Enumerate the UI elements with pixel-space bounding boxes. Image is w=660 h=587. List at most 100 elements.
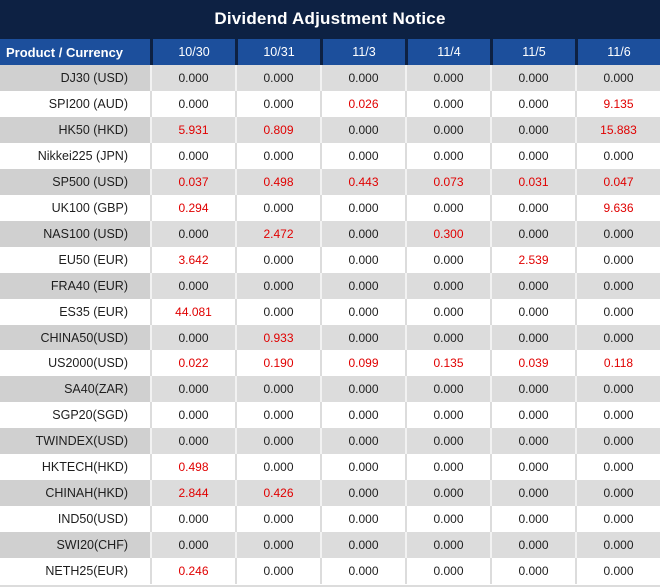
column-header-date-3: 11/4 — [405, 39, 490, 65]
value-cell: 0.000 — [150, 90, 235, 117]
value-cell: 0.000 — [490, 298, 575, 325]
value-cell: 0.000 — [405, 272, 490, 299]
table-row: SP500 (USD) 0.037 0.498 0.443 0.073 0.031 0.04… — [0, 168, 660, 195]
value-cell: 0.000 — [320, 272, 405, 299]
value-cell: 0.000 — [405, 246, 490, 273]
value-cell: 0.426 — [235, 480, 320, 507]
product-cell: SPI200 (AUD) — [0, 90, 150, 117]
table-row: CHINAH(HKD) 2.844 0.426 0.000 0.000 0.000 0.00… — [0, 480, 660, 507]
product-cell: HK50 (HKD) — [0, 116, 150, 143]
value-cell: 0.000 — [320, 298, 405, 325]
value-cell: 15.883 — [575, 116, 660, 143]
value-cell: 0.000 — [150, 376, 235, 403]
product-cell: NAS100 (USD) — [0, 220, 150, 247]
value-cell: 0.498 — [150, 454, 235, 481]
product-cell: SGP20(SGD) — [0, 402, 150, 429]
value-cell: 0.000 — [235, 402, 320, 429]
value-cell: 0.000 — [575, 558, 660, 585]
column-header-date-5: 11/6 — [575, 39, 660, 65]
value-cell: 0.031 — [490, 168, 575, 195]
value-cell: 0.000 — [575, 246, 660, 273]
value-cell: 0.000 — [575, 454, 660, 481]
table-row: UK100 (GBP) 0.294 0.000 0.000 0.000 0.000 9.63… — [0, 194, 660, 221]
value-cell: 0.000 — [575, 298, 660, 325]
value-cell: 0.000 — [575, 480, 660, 507]
product-cell: IND50(USD) — [0, 506, 150, 533]
value-cell: 0.000 — [150, 506, 235, 533]
value-cell: 0.000 — [405, 532, 490, 559]
value-cell: 0.000 — [575, 142, 660, 169]
table-row: TWINDEX(USD) 0.000 0.000 0.000 0.000 0.000 0.0… — [0, 428, 660, 455]
value-cell: 0.000 — [405, 90, 490, 117]
value-cell: 0.809 — [235, 116, 320, 143]
table-row: SA40(ZAR) 0.000 0.000 0.000 0.000 0.000 0.000 — [0, 376, 660, 403]
table-header-row: Product / Currency 10/30 10/31 11/3 11/4 11/5… — [0, 37, 660, 65]
column-header-date-2: 11/3 — [320, 39, 405, 65]
product-cell: UK100 (GBP) — [0, 194, 150, 221]
value-cell: 0.000 — [575, 376, 660, 403]
value-cell: 0.000 — [320, 454, 405, 481]
table-row: HKTECH(HKD) 0.498 0.000 0.000 0.000 0.000 0.00… — [0, 454, 660, 481]
value-cell: 0.000 — [575, 506, 660, 533]
value-cell: 0.073 — [405, 168, 490, 195]
value-cell: 0.000 — [235, 558, 320, 585]
value-cell: 0.000 — [575, 402, 660, 429]
value-cell: 0.000 — [320, 480, 405, 507]
product-cell: TWINDEX(USD) — [0, 428, 150, 455]
value-cell: 0.000 — [235, 272, 320, 299]
table-row: NAS100 (USD) 0.000 2.472 0.000 0.300 0.000 0.0… — [0, 220, 660, 247]
value-cell: 0.000 — [490, 142, 575, 169]
product-cell: SWI20(CHF) — [0, 532, 150, 559]
value-cell: 0.000 — [490, 324, 575, 351]
product-cell: EU50 (EUR) — [0, 246, 150, 273]
table-row: NETH25(EUR) 0.246 0.000 0.000 0.000 0.000 0.00… — [0, 558, 660, 585]
value-cell: 3.642 — [150, 246, 235, 273]
product-cell: DJ30 (USD) — [0, 65, 150, 91]
product-cell: CHINAH(HKD) — [0, 480, 150, 507]
value-cell: 0.037 — [150, 168, 235, 195]
value-cell: 0.000 — [320, 428, 405, 455]
value-cell: 0.000 — [490, 194, 575, 221]
column-header-date-0: 10/30 — [150, 39, 235, 65]
value-cell: 0.443 — [320, 168, 405, 195]
table-row: DJ30 (USD) 0.000 0.000 0.000 0.000 0.000 0.000 — [0, 65, 660, 91]
value-cell: 0.000 — [150, 428, 235, 455]
value-cell: 0.190 — [235, 350, 320, 377]
value-cell: 0.022 — [150, 350, 235, 377]
value-cell: 0.000 — [235, 90, 320, 117]
value-cell: 0.000 — [320, 142, 405, 169]
value-cell: 0.000 — [235, 65, 320, 91]
value-cell: 0.000 — [405, 65, 490, 91]
value-cell: 0.000 — [405, 194, 490, 221]
value-cell: 0.000 — [490, 65, 575, 91]
product-cell: SP500 (USD) — [0, 168, 150, 195]
value-cell: 0.000 — [575, 220, 660, 247]
value-cell: 0.000 — [490, 376, 575, 403]
value-cell: 0.246 — [150, 558, 235, 585]
product-cell: SA40(ZAR) — [0, 376, 150, 403]
value-cell: 0.000 — [575, 65, 660, 91]
value-cell: 0.000 — [575, 324, 660, 351]
value-cell: 0.000 — [235, 376, 320, 403]
value-cell: 0.000 — [405, 142, 490, 169]
table-row: FRA40 (EUR) 0.000 0.000 0.000 0.000 0.000 0.00… — [0, 272, 660, 299]
value-cell: 0.000 — [320, 324, 405, 351]
value-cell: 0.000 — [405, 402, 490, 429]
value-cell: 0.000 — [235, 532, 320, 559]
value-cell: 0.000 — [320, 220, 405, 247]
value-cell: 0.000 — [235, 142, 320, 169]
product-cell: US2000(USD) — [0, 350, 150, 377]
value-cell: 0.000 — [575, 428, 660, 455]
table-row: IND50(USD) 0.000 0.000 0.000 0.000 0.000 0.000 — [0, 506, 660, 533]
value-cell: 0.026 — [320, 90, 405, 117]
table-row: ES35 (EUR) 44.081 0.000 0.000 0.000 0.000 0.00… — [0, 298, 660, 325]
product-cell: FRA40 (EUR) — [0, 272, 150, 299]
value-cell: 9.636 — [575, 194, 660, 221]
value-cell: 0.000 — [405, 480, 490, 507]
value-cell: 0.000 — [490, 480, 575, 507]
value-cell: 0.000 — [320, 116, 405, 143]
value-cell: 0.000 — [320, 246, 405, 273]
value-cell: 0.498 — [235, 168, 320, 195]
value-cell: 0.000 — [235, 194, 320, 221]
product-cell: CHINA50(USD) — [0, 324, 150, 351]
